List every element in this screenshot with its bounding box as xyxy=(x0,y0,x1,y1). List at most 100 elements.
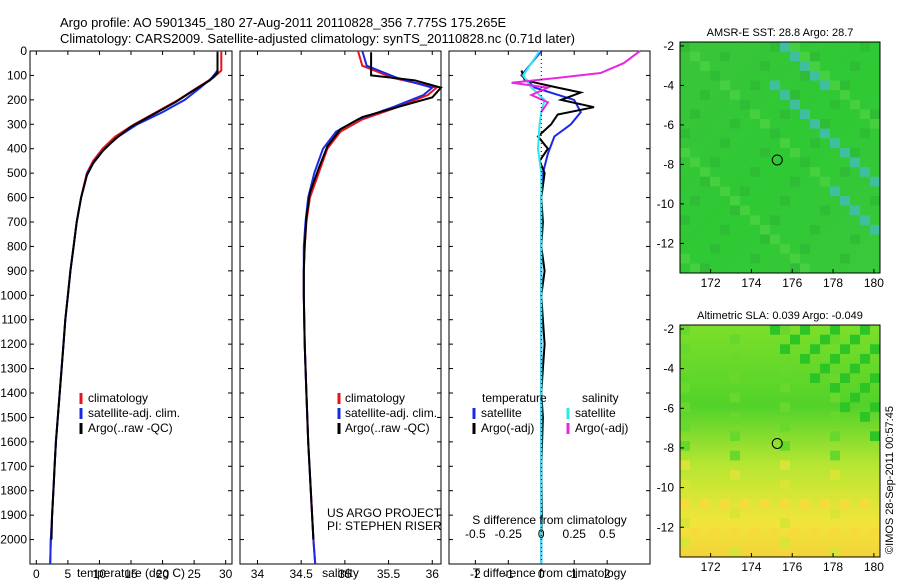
legend-label: Argo(..raw -QC) xyxy=(88,421,173,435)
header-line-1: Argo profile: AO 5901345_180 27-Aug-2011… xyxy=(60,15,507,30)
sst-map-panel: AMSR-E SST: 28.8 Argo: 28.7 172 174 176 178 1… xyxy=(657,27,885,290)
map-cell xyxy=(790,51,800,62)
map-cell xyxy=(830,528,840,538)
map-cell xyxy=(780,244,790,254)
map-cell xyxy=(870,528,880,538)
map-cell xyxy=(720,186,730,196)
map-cell xyxy=(710,70,720,81)
map-cell xyxy=(830,186,840,196)
y-tick-label: 0 xyxy=(20,44,27,58)
map-y-tick-label: -10 xyxy=(657,481,675,495)
legend-label: satellite xyxy=(575,406,616,420)
map-y-tick-label: -6 xyxy=(663,401,674,415)
map-cell xyxy=(720,51,730,62)
map-cell xyxy=(680,537,690,548)
map-cell xyxy=(680,253,690,264)
map-cell xyxy=(860,215,870,225)
map-cell xyxy=(860,128,870,139)
map-cell xyxy=(730,205,740,216)
map-cell xyxy=(750,167,760,177)
map-cell xyxy=(700,176,710,187)
map-cell xyxy=(860,109,870,119)
x-tick-label: -1 xyxy=(503,567,514,580)
map-cell xyxy=(840,344,850,354)
map-cell xyxy=(870,119,880,129)
map-cell xyxy=(820,363,830,374)
map-cell xyxy=(820,119,830,129)
map-cell xyxy=(830,325,840,335)
argo-location-marker xyxy=(771,154,783,166)
map-cell xyxy=(700,263,710,273)
map-cell xyxy=(680,215,690,225)
map-cell xyxy=(780,518,790,528)
map-frame xyxy=(679,324,881,558)
map-cell xyxy=(770,128,780,139)
map-cell xyxy=(830,373,840,383)
map-cell xyxy=(830,431,840,441)
map-cell xyxy=(700,90,710,100)
map-y-tick-label: -2 xyxy=(663,39,674,53)
imos-stamp: ©IMOS 28-Sep-2011 00:57:45 xyxy=(884,406,896,554)
y-tick-label: 1000 xyxy=(0,288,27,302)
map-frame xyxy=(679,41,881,274)
y-tick-label: 900 xyxy=(7,264,27,278)
map-y-tick-label: -12 xyxy=(657,520,675,534)
y-tick-label: 500 xyxy=(7,166,27,180)
map-cell xyxy=(850,147,860,158)
plot-frame xyxy=(239,50,442,565)
map-cell xyxy=(800,51,810,62)
argo-location-marker xyxy=(771,437,783,449)
map-cell xyxy=(860,499,870,509)
map-cell xyxy=(850,528,860,538)
y-tick-label: 1200 xyxy=(0,337,27,351)
map-cell xyxy=(680,421,690,432)
map-cell xyxy=(860,354,870,364)
series-line-2 xyxy=(302,52,443,540)
x-axis-label: T difference from climatology xyxy=(473,566,627,580)
y-tick-label: 2000 xyxy=(0,533,27,547)
map-cell xyxy=(760,147,770,158)
map-cell xyxy=(780,138,790,148)
map-cell xyxy=(790,42,800,52)
map-cell xyxy=(800,263,810,273)
legend-label: satellite xyxy=(481,406,522,420)
map-cell xyxy=(680,518,690,528)
map-cell xyxy=(770,528,780,538)
map-cell xyxy=(770,42,780,52)
x-tick-label: 10 xyxy=(93,567,107,580)
map-x-tick-label: 178 xyxy=(823,276,843,290)
header-line-2: Climatology: CARS2009. Satellite-adjuste… xyxy=(60,31,575,46)
map-cell xyxy=(810,70,820,81)
map-cell xyxy=(730,392,740,403)
map-cell xyxy=(830,383,840,393)
map-cell xyxy=(800,499,810,509)
map-cell xyxy=(740,186,750,196)
map-cell xyxy=(770,215,780,225)
map-cell xyxy=(680,42,690,52)
map-cell xyxy=(780,479,790,490)
map-cell xyxy=(830,489,840,499)
map-cell xyxy=(830,80,840,91)
map-cell xyxy=(830,412,840,422)
x-tick-label: 20 xyxy=(156,567,170,580)
map-cell xyxy=(820,499,830,509)
map-cell xyxy=(680,325,690,335)
map-cell xyxy=(790,528,800,538)
map-cell xyxy=(680,147,690,158)
map-x-tick-label: 180 xyxy=(864,276,884,290)
map-cell xyxy=(760,234,770,245)
map-cell xyxy=(780,196,790,206)
map-cell xyxy=(840,499,850,509)
map-y-tick-label: -12 xyxy=(657,236,675,250)
map-cell xyxy=(790,176,800,187)
x-tick-label: 1 xyxy=(571,567,578,580)
y-tick-label: 1600 xyxy=(0,435,27,449)
map-cell xyxy=(830,470,840,480)
map-title: Altimetric SLA: 0.039 Argo: -0.049 xyxy=(697,310,863,322)
map-cell xyxy=(680,499,690,509)
map-cell xyxy=(870,344,880,354)
map-cell xyxy=(790,90,800,100)
map-cell xyxy=(790,147,800,158)
y-tick-label: 600 xyxy=(7,191,27,205)
